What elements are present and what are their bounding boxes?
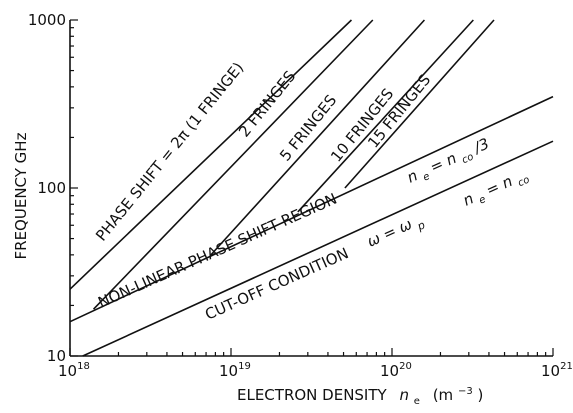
x-axis-label-symbol: n — [399, 386, 409, 404]
x-tick-base-3: 10 — [541, 362, 560, 380]
series-line-6 — [344, 19, 495, 189]
series-line-3 — [92, 19, 374, 310]
x-tick-exp-0: 18 — [77, 361, 90, 372]
omega-eq: ω = ω — [364, 215, 414, 251]
x-tick-label-1: 1019 — [219, 361, 251, 380]
y-axis-label: FREQUENCY GHz — [12, 132, 30, 259]
x-tick-exp-2: 20 — [399, 361, 412, 372]
ne-n-b: n — [460, 189, 476, 209]
label-phase-shift: PHASE SHIFT = 2π (1 FRINGE) — [92, 59, 247, 245]
x-tick-base-1: 10 — [219, 362, 238, 380]
x-tick-exp-3: 21 — [560, 361, 573, 372]
label-omega-condition: ω = ω p — [364, 210, 427, 254]
co-sub-a: co — [460, 151, 475, 166]
y-tick-label-1: 100 — [37, 179, 66, 197]
x-axis-label-unit-close: ) — [477, 386, 483, 404]
x-tick-base-0: 10 — [58, 362, 77, 380]
over-3: /3 — [469, 134, 491, 157]
x-tick-label-0: 1018 — [58, 361, 90, 380]
x-axis-label-unit-exp: −3 — [458, 386, 473, 397]
omega-sub: p — [415, 218, 428, 233]
x-axis-label-unit-open: (m — [433, 386, 453, 404]
label-ne-nco: n e = n co — [460, 165, 532, 213]
ne-sub: e — [421, 171, 431, 184]
series-lines — [69, 19, 554, 357]
y-tick-label-0: 10 — [47, 347, 66, 365]
ne-eq-co: = n — [483, 172, 515, 199]
ne-n: n — [404, 166, 420, 186]
x-axis-label-symbol-sub: e — [414, 396, 420, 407]
series-line-0 — [82, 140, 554, 357]
label-ne-nco3: n e = n co /3 — [404, 134, 493, 190]
x-tick-base-2: 10 — [380, 362, 399, 380]
x-axis-label-text: ELECTRON DENSITY — [237, 386, 388, 404]
series-line-1 — [69, 95, 554, 323]
y-tick-label-2: 1000 — [28, 11, 66, 29]
x-tick-label-2: 1020 — [380, 361, 412, 380]
co-sub-b: co — [516, 174, 531, 189]
x-tick-exp-1: 19 — [238, 361, 251, 372]
series-line-5 — [297, 19, 474, 213]
x-tick-label-3: 1021 — [541, 361, 573, 380]
ne-sub-b: e — [477, 194, 487, 207]
series-line-4 — [210, 19, 426, 256]
series-line-2 — [69, 19, 353, 290]
x-axis-label: ELECTRON DENSITY n e (m −3 ) — [237, 380, 483, 408]
